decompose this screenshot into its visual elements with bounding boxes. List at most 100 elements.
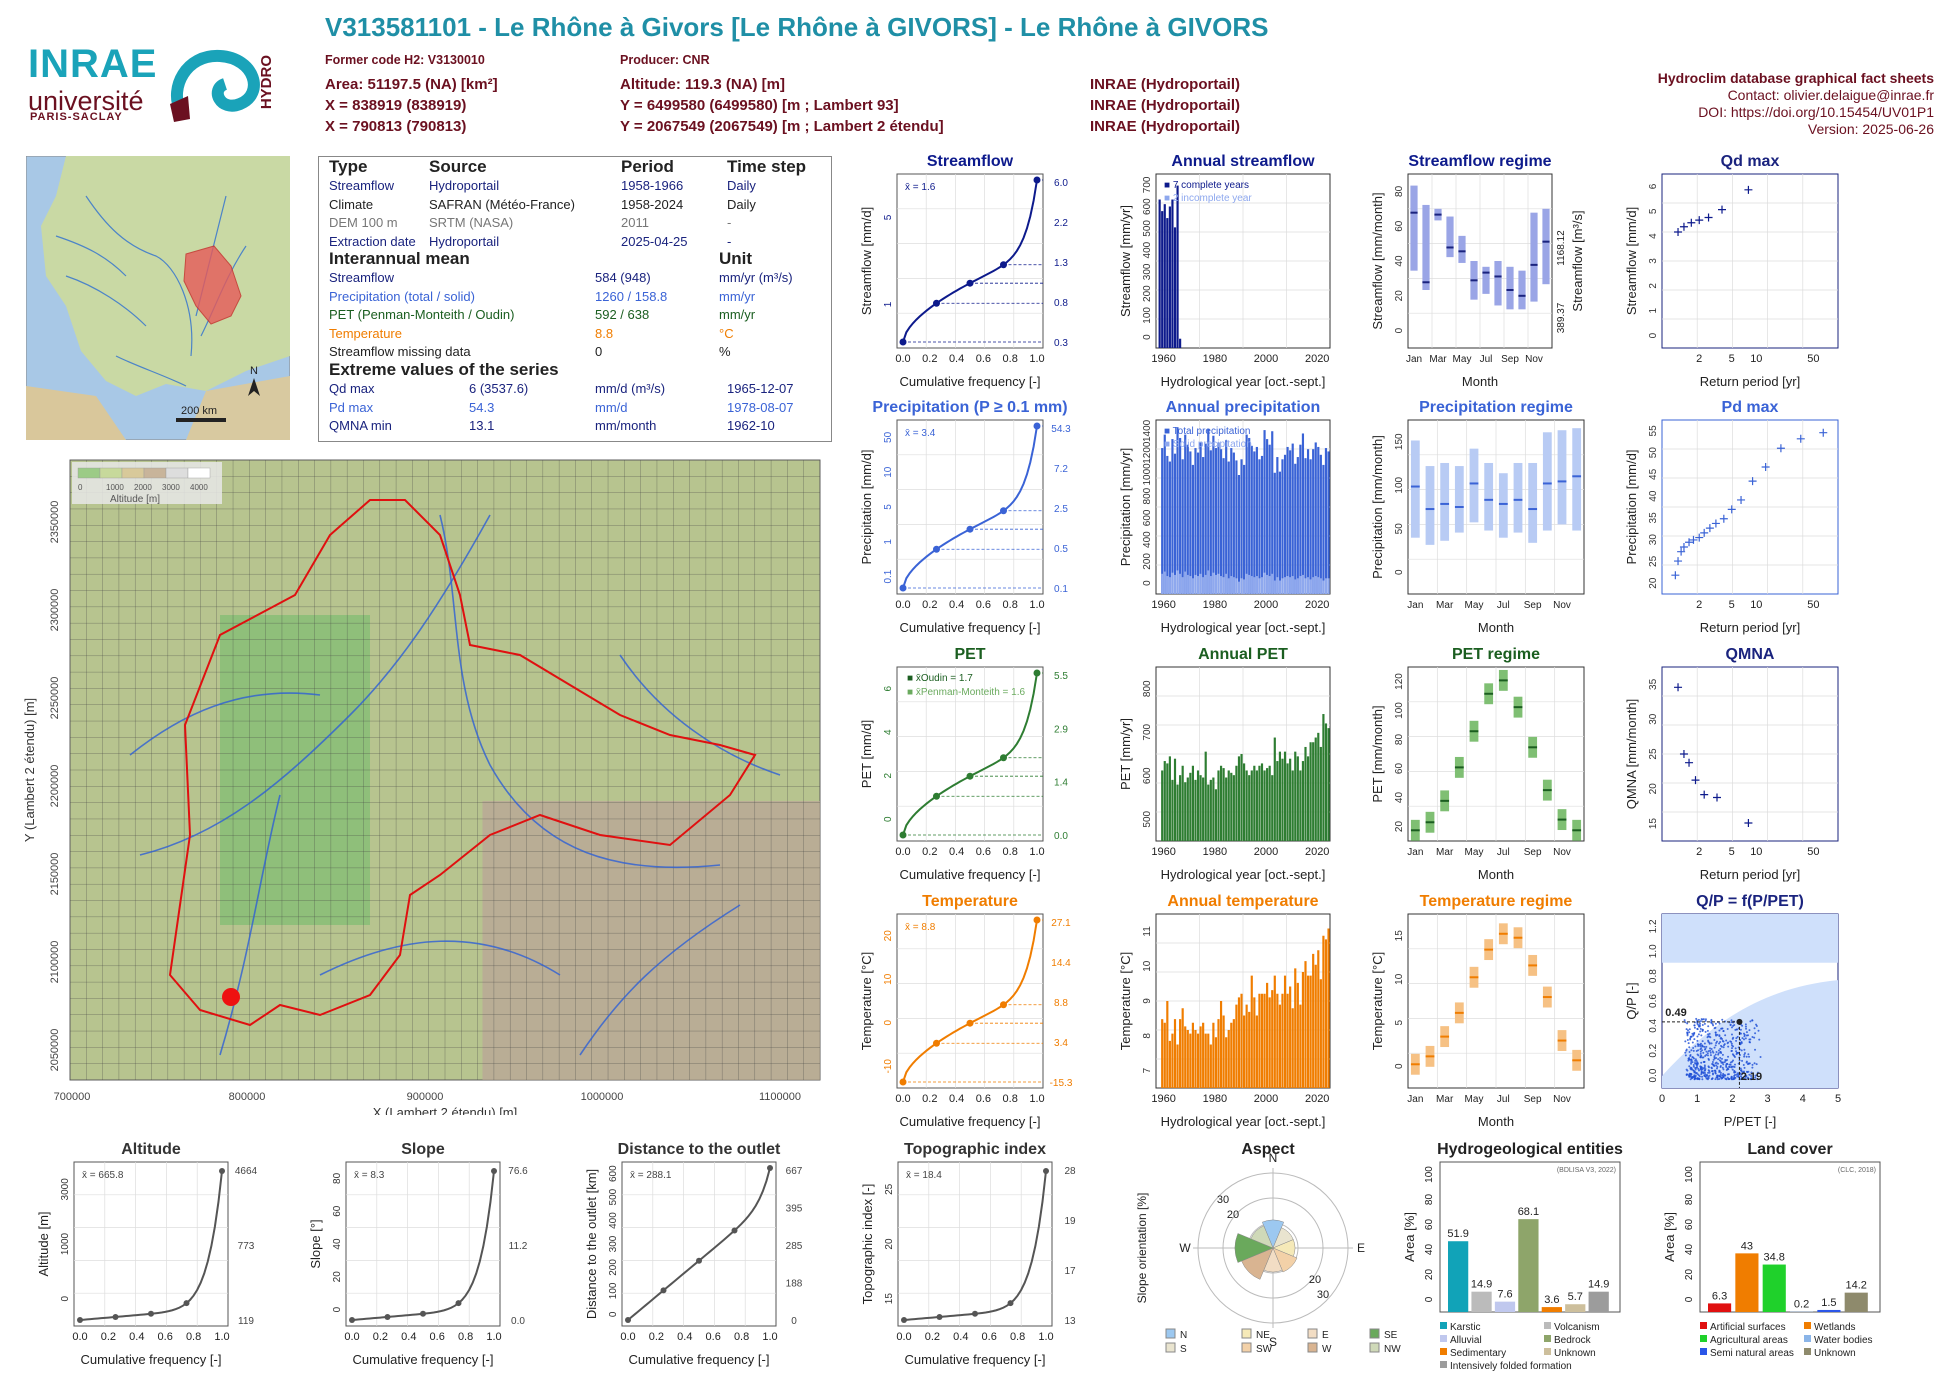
cumulative-curve <box>903 180 1037 342</box>
right-quantile-label: 2.2 <box>1054 218 1068 229</box>
x-tick: 700000 <box>54 1091 91 1103</box>
paris-saclay-logo: PARIS-SACLAY <box>30 111 123 123</box>
daily-ratio-point <box>1703 1061 1705 1063</box>
quantile-point <box>1008 1300 1014 1306</box>
annual-bar <box>1207 429 1209 594</box>
daily-ratio-point <box>1738 1076 1740 1078</box>
daily-ratio-point <box>1730 1077 1732 1079</box>
daily-ratio-point <box>1714 1027 1716 1029</box>
annual-bar <box>1307 976 1309 1088</box>
daily-ratio-point <box>1731 1078 1733 1080</box>
daily-ratio-point <box>1745 1026 1747 1028</box>
daily-ratio-point <box>1694 1045 1696 1047</box>
annual-bar <box>1276 994 1278 1088</box>
daily-ratio-point <box>1732 1037 1734 1039</box>
daily-ratio-point <box>1696 1063 1698 1065</box>
annual-bar <box>1287 763 1289 841</box>
info-step: Daily <box>727 178 756 193</box>
annual-bar <box>1171 1034 1173 1088</box>
annual-bar <box>1307 449 1309 594</box>
daily-ratio-point <box>1697 1045 1699 1047</box>
right-quantile-label: 19 <box>1064 1216 1076 1227</box>
solid-bar <box>1182 577 1184 594</box>
daily-ratio-point <box>1753 1037 1755 1039</box>
y-tick: 1 <box>883 301 894 307</box>
y-tick: 0.0 <box>1648 1068 1659 1082</box>
x-tick: 2000 <box>1254 1093 1278 1105</box>
solid-bar <box>1289 577 1291 594</box>
daily-ratio-point <box>1747 1053 1749 1055</box>
annual-bar <box>1192 766 1194 841</box>
daily-ratio-point <box>1694 1024 1696 1026</box>
daily-ratio-point <box>1698 1019 1700 1021</box>
daily-ratio-point <box>1695 1063 1697 1065</box>
chart-title: Slope <box>401 1141 445 1158</box>
daily-ratio-point <box>1739 1078 1741 1080</box>
annual-bar <box>1205 752 1207 841</box>
x-tick: 0.4 <box>953 1331 968 1343</box>
plot-frame <box>1156 667 1330 841</box>
y-tick: 500 <box>1142 810 1153 827</box>
x-axis-label: Hydrological year [oct.-sept.] <box>1161 1114 1326 1129</box>
y-tick: 6 <box>1648 183 1659 189</box>
y-tick: 10 <box>1394 973 1405 985</box>
mark-y-label: 0.49 <box>1665 1007 1686 1019</box>
plot-frame <box>1408 667 1584 841</box>
daily-ratio-point <box>1686 1028 1688 1030</box>
daily-ratio-point <box>1731 1043 1733 1045</box>
annual-bar <box>1322 465 1324 594</box>
annual-bar <box>1263 770 1265 841</box>
daily-ratio-point <box>1691 1061 1693 1063</box>
regime-box <box>1543 432 1552 530</box>
annual-bar <box>1187 1030 1189 1088</box>
right-quantile-label: 1.3 <box>1054 258 1068 269</box>
right-quantile-label: 11.2 <box>509 1241 528 1252</box>
y-axis-label: Precipitation [mm/yr] <box>1118 448 1133 566</box>
x-tick: May <box>1465 600 1484 611</box>
daily-ratio-point <box>1693 1074 1695 1076</box>
solid-bar <box>1197 576 1199 594</box>
x-tick: Jan <box>1406 354 1422 365</box>
daily-ratio-point <box>1705 1076 1707 1078</box>
daily-ratio-point <box>1688 1042 1690 1044</box>
y-tick: 0 <box>1394 569 1405 575</box>
annual-bar <box>1302 761 1304 841</box>
regime-box <box>1528 955 1537 976</box>
rose-ring <box>1198 1173 1348 1323</box>
info-step: - <box>727 234 731 249</box>
annual-bar <box>1169 462 1171 594</box>
daily-ratio-point <box>1737 1052 1739 1054</box>
plot-frame <box>622 1162 776 1326</box>
x-tick: Mar <box>1436 1094 1454 1105</box>
y-tick: -10 <box>883 1059 894 1074</box>
plot-frame <box>1440 1162 1620 1312</box>
daily-ratio-point <box>1738 1063 1740 1065</box>
daily-ratio-point <box>1700 1055 1702 1057</box>
daily-ratio-point <box>1739 1042 1741 1044</box>
daily-ratio-point <box>1708 1077 1710 1079</box>
y-axis-label: Area [%] <box>1662 1212 1677 1262</box>
y-tick: 55 <box>1648 425 1659 437</box>
x-tick: 0.2 <box>373 1331 388 1343</box>
daily-ratio-point <box>1709 1047 1711 1049</box>
ring-label: 20 <box>1227 1209 1239 1221</box>
daily-ratio-point <box>1688 1057 1690 1059</box>
regime-box <box>1514 463 1523 533</box>
return-period-point <box>1689 536 1697 544</box>
daily-ratio-point <box>1700 1062 1702 1064</box>
x-tick: 0 <box>1659 1093 1665 1105</box>
chart-title: Qd max <box>1721 153 1780 170</box>
quantile-point <box>900 832 907 839</box>
annual-bar <box>1327 728 1329 841</box>
solid-bar <box>1220 576 1222 594</box>
y-tick: 60 <box>332 1205 343 1217</box>
x-tick: 2 <box>1696 599 1702 611</box>
x-tick: 0.8 <box>1003 599 1018 611</box>
daily-ratio-point <box>1710 1054 1712 1056</box>
daily-ratio-point <box>1720 1076 1722 1078</box>
annual-bar <box>1192 1023 1194 1088</box>
daily-ratio-point <box>1702 1045 1704 1047</box>
